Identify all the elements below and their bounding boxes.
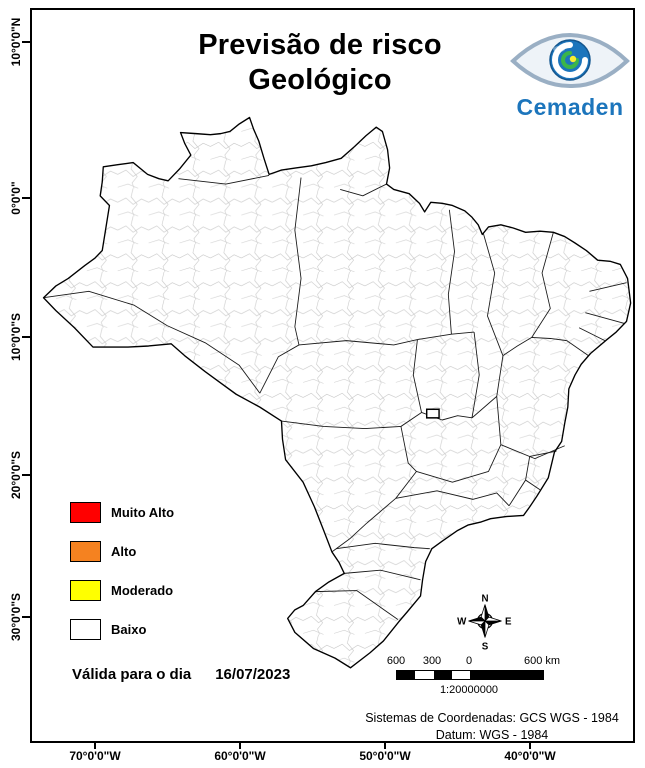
latitude-tick — [22, 616, 30, 618]
legend-swatch-moderado — [70, 580, 101, 601]
scale-label: 600 km — [523, 655, 561, 667]
legend-item-alto: Alto — [70, 541, 174, 562]
page-title: Previsão de risco Geológico — [130, 28, 510, 99]
datum-line: Datum: WGS - 1984 — [435, 727, 549, 742]
scale-label: 0 — [465, 655, 473, 667]
cemaden-logo: Cemaden — [505, 30, 635, 121]
latitude-label: 10°0'0"S — [9, 312, 23, 362]
scalebar-segment — [397, 671, 416, 679]
coordinate-system-note: Sistemas de Coordenadas: GCS WGS - 1984 … — [348, 710, 636, 743]
longitude-label: 50°0'0"W — [359, 749, 411, 763]
longitude-tick — [94, 743, 96, 749]
title-line-1: Previsão de risco — [198, 29, 442, 61]
scale-ratio: 1:20000000 — [439, 684, 499, 696]
legend-label: Alto — [111, 544, 137, 559]
latitude-label: 20°0'0"S — [9, 450, 23, 500]
brazil-map — [42, 116, 632, 669]
scale-bar-track — [396, 670, 544, 680]
compass-east-label: E — [505, 616, 512, 627]
compass-rose: N S E W — [457, 594, 512, 653]
latitude-tick — [22, 41, 30, 43]
legend-swatch-baixo — [70, 619, 101, 640]
longitude-label: 70°0'0"W — [69, 749, 121, 763]
latitude-label: 30°0'0"S — [9, 592, 23, 642]
legend-label: Moderado — [111, 583, 174, 598]
validity-note: Válida para o dia 16/07/2023 — [72, 666, 290, 683]
scalebar-segment — [433, 671, 452, 679]
state-borders — [43, 175, 627, 620]
longitude-label: 60°0'0"W — [214, 749, 266, 763]
legend-swatch-muito-alto — [70, 502, 101, 523]
legend-label: Baixo — [111, 622, 147, 637]
latitude-tick — [22, 336, 30, 338]
legend-item-muito-alto: Muito Alto — [70, 502, 174, 523]
scalebar-segment — [415, 671, 434, 679]
validity-date: 16/07/2023 — [215, 666, 291, 683]
risk-legend: Muito Alto Alto Moderado Baixo — [70, 502, 174, 658]
compass-north-label: N — [481, 594, 488, 605]
country-outline — [42, 116, 632, 669]
scale-label: 600 — [386, 655, 406, 667]
cemaden-wordmark: Cemaden — [516, 94, 624, 120]
legend-label: Muito Alto — [111, 505, 175, 520]
latitude-label: 10°0'0"N — [9, 17, 23, 67]
title-line-2: Geológico — [248, 64, 392, 97]
compass-south-label: S — [482, 642, 489, 653]
validity-label: Válida para o dia — [72, 666, 192, 683]
map-frame — [30, 8, 635, 743]
latitude-tick — [22, 474, 30, 476]
scalebar-segment — [451, 671, 470, 679]
compass-west-label: W — [457, 616, 467, 627]
legend-item-moderado: Moderado — [70, 580, 174, 601]
cemaden-eye-icon — [510, 32, 630, 89]
coordinate-system-line: Sistemas de Coordenadas: GCS WGS - 1984 — [365, 711, 619, 725]
legend-swatch-alto — [70, 541, 101, 562]
scale-bar: 600 300 0 600 km 1:20000000 — [386, 655, 563, 701]
longitude-label: 40°0'0"W — [504, 749, 556, 763]
longitude-tick — [239, 743, 241, 749]
federal-district-marker — [425, 408, 440, 419]
longitude-tick — [384, 743, 386, 749]
latitude-label: 0°0'0" — [9, 181, 23, 215]
latitude-tick — [22, 197, 30, 199]
longitude-tick — [529, 743, 531, 749]
legend-item-baixo: Baixo — [70, 619, 174, 640]
scale-label: 300 — [422, 655, 442, 667]
scalebar-segment — [470, 671, 543, 679]
